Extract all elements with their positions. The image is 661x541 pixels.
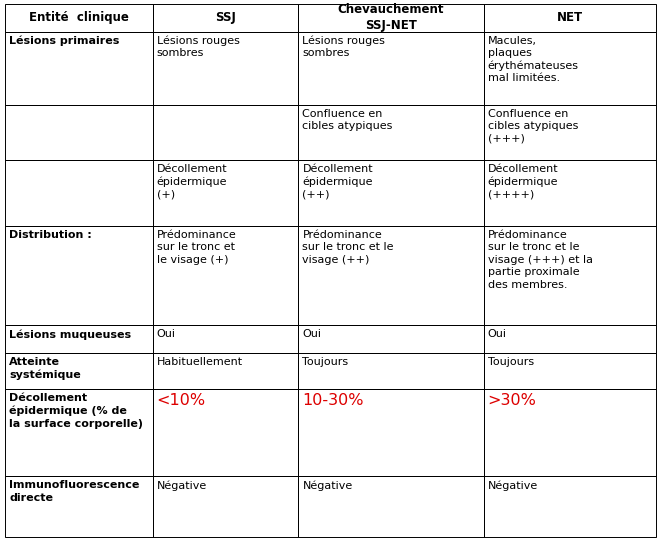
- Text: Immunofluorescence
directe: Immunofluorescence directe: [9, 480, 139, 503]
- Text: Chevauchement
SSJ-NET: Chevauchement SSJ-NET: [338, 3, 444, 32]
- Text: NET: NET: [557, 11, 583, 24]
- Text: Lésions primaires: Lésions primaires: [9, 36, 120, 46]
- Bar: [299, 31, 484, 105]
- Bar: [5, 226, 153, 325]
- Text: Atteinte
systémique: Atteinte systémique: [9, 357, 81, 380]
- Bar: [484, 353, 656, 390]
- Text: Prédominance
sur le tronc et le
visage (+++) et la
partie proximale
des membres.: Prédominance sur le tronc et le visage (…: [488, 230, 593, 289]
- Text: Lésions rouges
sombres: Lésions rouges sombres: [157, 36, 239, 58]
- Text: Distribution :: Distribution :: [9, 230, 92, 240]
- Bar: [5, 325, 153, 353]
- Bar: [5, 4, 153, 31]
- Bar: [484, 390, 656, 477]
- Bar: [153, 31, 299, 105]
- Bar: [153, 160, 299, 226]
- Bar: [153, 353, 299, 390]
- Bar: [484, 105, 656, 160]
- Bar: [153, 105, 299, 160]
- Bar: [299, 105, 484, 160]
- Text: Décollement
épidermique
(++++): Décollement épidermique (++++): [488, 164, 559, 200]
- Bar: [299, 325, 484, 353]
- Text: 10-30%: 10-30%: [303, 393, 364, 408]
- Text: Habituellement: Habituellement: [157, 357, 243, 367]
- Bar: [484, 31, 656, 105]
- Bar: [5, 477, 153, 537]
- Text: Toujours: Toujours: [488, 357, 534, 367]
- Text: Toujours: Toujours: [303, 357, 348, 367]
- Bar: [5, 31, 153, 105]
- Bar: [299, 353, 484, 390]
- Text: Décollement
épidermique
(+): Décollement épidermique (+): [157, 164, 227, 200]
- Bar: [299, 4, 484, 31]
- Text: Prédominance
sur le tronc et
le visage (+): Prédominance sur le tronc et le visage (…: [157, 230, 237, 265]
- Bar: [484, 325, 656, 353]
- Bar: [484, 226, 656, 325]
- Text: Oui: Oui: [157, 329, 176, 339]
- Bar: [5, 160, 153, 226]
- Text: Lésions muqueuses: Lésions muqueuses: [9, 329, 131, 340]
- Text: Confluence en
cibles atypiques
(+++): Confluence en cibles atypiques (+++): [488, 109, 578, 144]
- Text: Entité  clinique: Entité clinique: [29, 11, 129, 24]
- Bar: [153, 226, 299, 325]
- Text: Négative: Négative: [303, 480, 353, 491]
- Text: Négative: Négative: [157, 480, 207, 491]
- Text: Négative: Négative: [488, 480, 538, 491]
- Bar: [484, 477, 656, 537]
- Text: Lésions rouges
sombres: Lésions rouges sombres: [303, 36, 385, 58]
- Bar: [5, 390, 153, 477]
- Bar: [153, 325, 299, 353]
- Bar: [299, 477, 484, 537]
- Bar: [153, 477, 299, 537]
- Text: <10%: <10%: [157, 393, 206, 408]
- Text: Macules,
plaques
érythémateuses
mal limitées.: Macules, plaques érythémateuses mal limi…: [488, 36, 578, 83]
- Text: Prédominance
sur le tronc et le
visage (++): Prédominance sur le tronc et le visage (…: [303, 230, 394, 265]
- Bar: [484, 160, 656, 226]
- Text: Oui: Oui: [303, 329, 321, 339]
- Bar: [299, 390, 484, 477]
- Text: Confluence en
cibles atypiques: Confluence en cibles atypiques: [303, 109, 393, 131]
- Bar: [153, 4, 299, 31]
- Bar: [5, 105, 153, 160]
- Text: Oui: Oui: [488, 329, 506, 339]
- Bar: [5, 353, 153, 390]
- Bar: [299, 160, 484, 226]
- Text: Décollement
épidermique
(++): Décollement épidermique (++): [303, 164, 373, 200]
- Text: >30%: >30%: [488, 393, 537, 408]
- Bar: [153, 390, 299, 477]
- Text: SSJ: SSJ: [215, 11, 236, 24]
- Bar: [484, 4, 656, 31]
- Bar: [299, 226, 484, 325]
- Text: Décollement
épidermique (% de
la surface corporelle): Décollement épidermique (% de la surface…: [9, 393, 143, 429]
